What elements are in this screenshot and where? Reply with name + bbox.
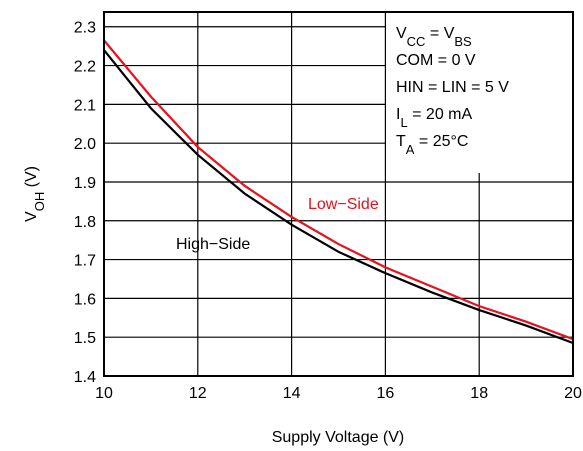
annotation: TA = 25°C [396, 133, 468, 157]
annotation-box [386, 13, 572, 173]
series-label: Low−Side [308, 196, 379, 213]
y-tick-label: 2.2 [74, 59, 96, 76]
y-axis-label-part: V [23, 211, 40, 222]
plot-frame [103, 11, 574, 377]
annotation-part: I [396, 106, 400, 123]
y-tick-label: 1.6 [74, 291, 96, 308]
x-tick-label: 16 [377, 385, 395, 402]
y-axis-label: VOH (V) [23, 166, 47, 222]
x-tick-label: 14 [283, 385, 301, 402]
annotation: IL = 20 mA [396, 106, 472, 130]
x-tick-label: 10 [95, 385, 113, 402]
y-tick-label: 1.8 [74, 214, 96, 231]
y-tick-label: 1.5 [74, 330, 96, 347]
annotation-part: L [400, 115, 407, 130]
annotation-part: V [396, 25, 407, 42]
y-tick-label: 2.1 [74, 97, 96, 114]
y-tick-label: 1.7 [74, 253, 96, 270]
x-tick-label: 12 [189, 385, 207, 402]
series-line [103, 49, 574, 345]
y-tick-label: 2.0 [74, 136, 96, 153]
x-axis-label: Supply Voltage (V) [272, 429, 405, 446]
x-tick-label: 18 [470, 385, 488, 402]
y-tick-label: 1.4 [74, 369, 96, 386]
annotation: VCC = VBS [396, 25, 472, 49]
series-line [103, 39, 574, 341]
annotation-part: CC [407, 34, 426, 49]
y-axis-label-part: OH [32, 192, 47, 212]
annotation-part: = 25°C [414, 133, 468, 150]
annotation-part: = 20 mA [408, 106, 473, 123]
y-tick-label: 2.3 [74, 20, 96, 37]
annotation-part: HIN = LIN = 5 V [396, 79, 509, 96]
y-axis-label-part: (V) [23, 166, 40, 192]
annotation: HIN = LIN = 5 V [396, 79, 509, 96]
series-label: High−Side [176, 236, 250, 253]
annotation-part: T [396, 133, 406, 150]
annotation-part: A [406, 142, 415, 157]
x-tick-label: 20 [564, 385, 582, 402]
annotation-part: COM = 0 V [396, 52, 476, 69]
y-tick-label: 1.9 [74, 175, 96, 192]
annotation-part: BS [454, 34, 472, 49]
annotation-part: = V [425, 25, 454, 42]
annotation: COM = 0 V [396, 52, 476, 69]
